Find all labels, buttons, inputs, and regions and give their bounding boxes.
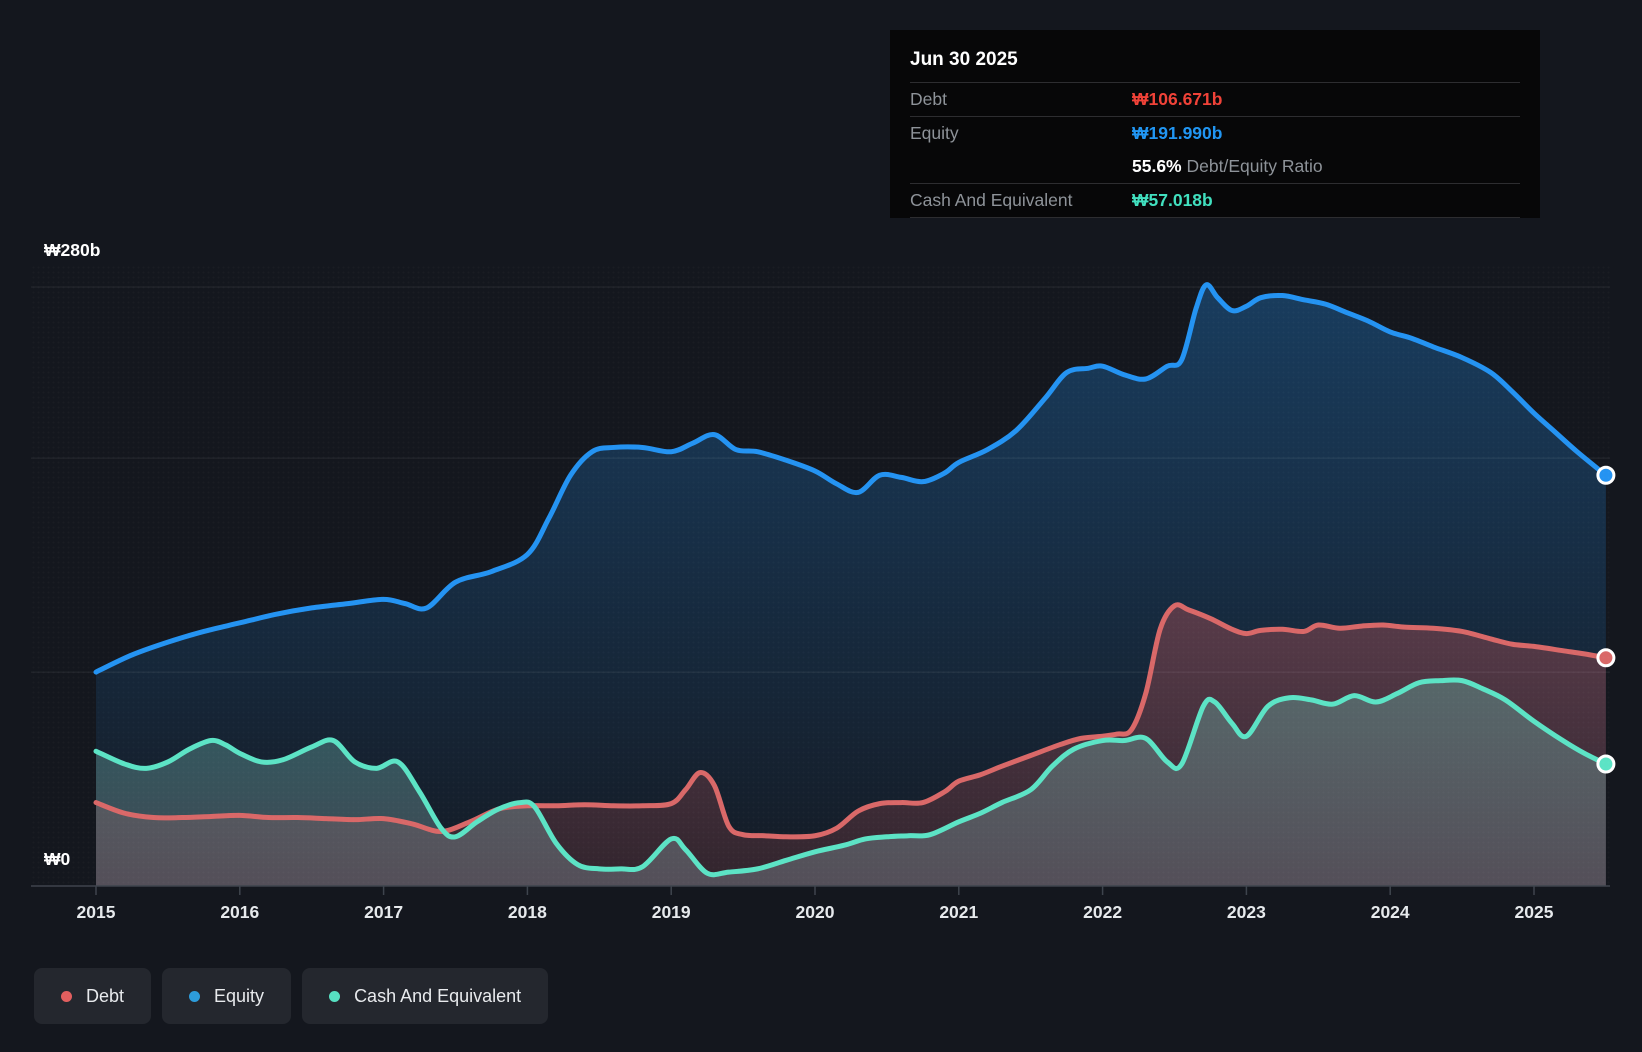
legend-debt-label: Debt bbox=[86, 985, 125, 1006]
cash-line bbox=[93, 677, 1609, 878]
tooltip-row-equity: Equity ₩191.990b bbox=[910, 116, 1520, 150]
x-axis-label-2024: 2024 bbox=[1370, 902, 1410, 922]
tooltip-ratio-label: Debt/Equity Ratio bbox=[1181, 156, 1323, 176]
x-axis-label-2020: 2020 bbox=[795, 902, 835, 922]
legend: Debt Equity Cash And Equivalent bbox=[34, 968, 549, 1024]
x-axis-label-2018: 2018 bbox=[507, 902, 547, 922]
y-axis-label-zero: ₩0 bbox=[44, 849, 71, 869]
y-axis-label-max: ₩280b bbox=[44, 240, 101, 260]
tooltip-equity-label: Equity bbox=[910, 123, 959, 143]
tooltip-row-ratio: 55.6% Debt/Equity Ratio bbox=[910, 150, 1520, 183]
cash-endpoint-marker[interactable] bbox=[1596, 754, 1616, 774]
debt-line bbox=[93, 602, 1609, 840]
legend-cash-label: Cash And Equivalent bbox=[354, 985, 522, 1006]
equity-swatch-icon bbox=[189, 990, 201, 1002]
x-axis-label-2017: 2017 bbox=[364, 902, 404, 922]
x-axis-label-2021: 2021 bbox=[939, 902, 979, 922]
x-axis-label-2025: 2025 bbox=[1514, 902, 1554, 922]
tooltip-ratio-value: 55.6% bbox=[1132, 156, 1182, 176]
debt-endpoint-marker[interactable] bbox=[1596, 648, 1616, 668]
x-axis-label-2019: 2019 bbox=[651, 902, 691, 922]
tooltip-row-cash: Cash And Equivalent ₩57.018b bbox=[910, 183, 1520, 218]
tooltip-debt-value: ₩106.671b bbox=[1132, 89, 1223, 109]
legend-equity-label: Equity bbox=[214, 985, 265, 1006]
cash-swatch-icon bbox=[329, 990, 341, 1002]
x-axis-label-2015: 2015 bbox=[76, 902, 116, 922]
equity-line bbox=[93, 282, 1609, 675]
tooltip-equity-value: ₩191.990b bbox=[1132, 123, 1223, 143]
legend-item-debt[interactable]: Debt bbox=[34, 968, 152, 1024]
tooltip-debt-label: Debt bbox=[910, 89, 947, 109]
debt-swatch-icon bbox=[61, 990, 72, 1002]
cash-area bbox=[96, 679, 1606, 886]
tooltip: Jun 30 2025 Debt ₩106.671b Equity ₩191.9… bbox=[890, 30, 1540, 218]
tooltip-cash-label: Cash And Equivalent bbox=[910, 190, 1073, 210]
equity-endpoint-marker[interactable] bbox=[1596, 465, 1616, 485]
tooltip-cash-value: ₩57.018b bbox=[1132, 190, 1213, 210]
tooltip-date: Jun 30 2025 bbox=[910, 49, 1018, 70]
legend-item-equity[interactable]: Equity bbox=[162, 968, 292, 1024]
tooltip-row-debt: Debt ₩106.671b bbox=[910, 82, 1520, 116]
legend-item-cash[interactable]: Cash And Equivalent bbox=[302, 968, 549, 1024]
x-axis-label-2016: 2016 bbox=[220, 902, 260, 922]
x-axis-label-2023: 2023 bbox=[1226, 902, 1266, 922]
tooltip-ratio: 55.6% Debt/Equity Ratio bbox=[1132, 156, 1323, 177]
x-axis-label-2022: 2022 bbox=[1083, 902, 1123, 922]
